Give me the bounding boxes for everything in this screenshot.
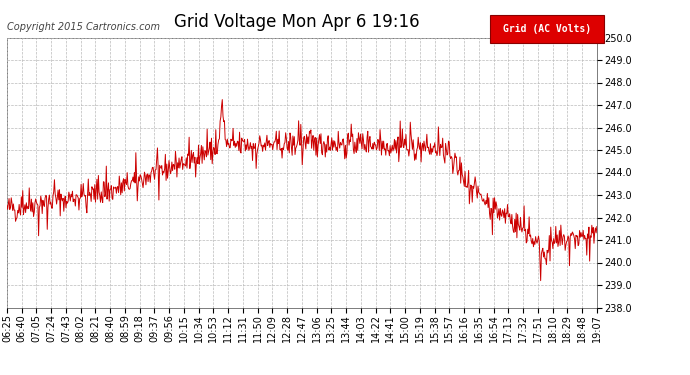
Text: Grid (AC Volts): Grid (AC Volts) [503, 24, 591, 34]
Text: Copyright 2015 Cartronics.com: Copyright 2015 Cartronics.com [7, 22, 160, 32]
Text: Grid Voltage Mon Apr 6 19:16: Grid Voltage Mon Apr 6 19:16 [174, 13, 420, 31]
